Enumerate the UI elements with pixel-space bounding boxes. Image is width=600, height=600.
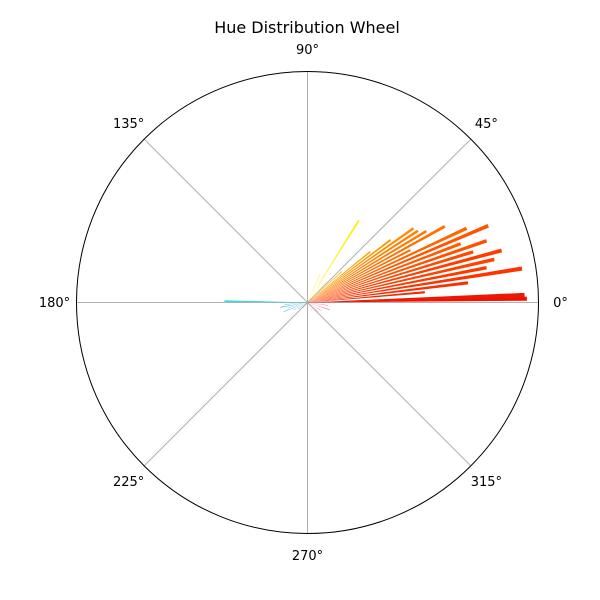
angle-tick-label: 0°: [553, 296, 568, 311]
angle-tick-label: 315°: [471, 475, 502, 490]
hue-bar: [307, 291, 425, 303]
polar-frame: [76, 71, 539, 534]
hue-bar: [307, 219, 360, 303]
grid-spoke: [143, 138, 308, 303]
hue-bar: [224, 300, 308, 303]
hue-bar: [307, 302, 322, 311]
hue-bar: [302, 302, 308, 308]
angle-tick-label: 270°: [292, 549, 323, 564]
hue-bar: [307, 249, 411, 303]
hue-bar: [307, 251, 371, 303]
hue-bar: [307, 271, 343, 303]
hue-bar: [307, 242, 462, 303]
angle-tick-label: 180°: [39, 296, 70, 311]
hue-bar: [293, 302, 308, 311]
angular-grid: [76, 71, 539, 534]
bar-layer: [224, 219, 527, 312]
hue-bar: [307, 224, 489, 303]
hue-bar: [307, 302, 330, 310]
hue-bar: [307, 302, 329, 306]
hue-bar: [307, 281, 469, 303]
chart-title: Hue Distribution Wheel: [214, 18, 400, 37]
angle-tick-label: 90°: [296, 43, 319, 58]
hue-bar: [284, 302, 308, 305]
hue-bar: [307, 229, 427, 303]
hue-bar: [307, 282, 327, 303]
hue-bar: [307, 257, 495, 303]
angle-tick-label: 135°: [113, 117, 144, 132]
hue-bar: [307, 229, 419, 303]
hue-bar: [307, 248, 503, 303]
hue-bar: [283, 302, 308, 312]
hue-bar: [307, 274, 320, 303]
angle-tick-label: 225°: [113, 475, 144, 490]
hue-bar: [307, 250, 474, 303]
angle-tick-label: 45°: [475, 117, 498, 132]
hue-bar: [307, 225, 446, 303]
hue-bar: [307, 239, 488, 303]
hue-bar: [307, 302, 313, 311]
grid-spoke: [143, 302, 308, 467]
hue-bar: [280, 302, 308, 308]
hue-bar: [307, 226, 468, 303]
grid-spoke: [307, 138, 472, 303]
hue-bar: [307, 239, 392, 303]
hue-bar: [307, 265, 487, 303]
hue-bar: [287, 302, 308, 309]
hue-bar: [307, 292, 525, 303]
hue-bar: [307, 302, 318, 312]
hue-bar: [297, 302, 308, 310]
grid-spoke: [307, 302, 472, 467]
hue-bar: [307, 227, 415, 303]
angular-tick-labels: 0° 45° 90° 135° 180° 225° 270° 315°: [39, 43, 568, 564]
hue-bar: [307, 266, 523, 303]
